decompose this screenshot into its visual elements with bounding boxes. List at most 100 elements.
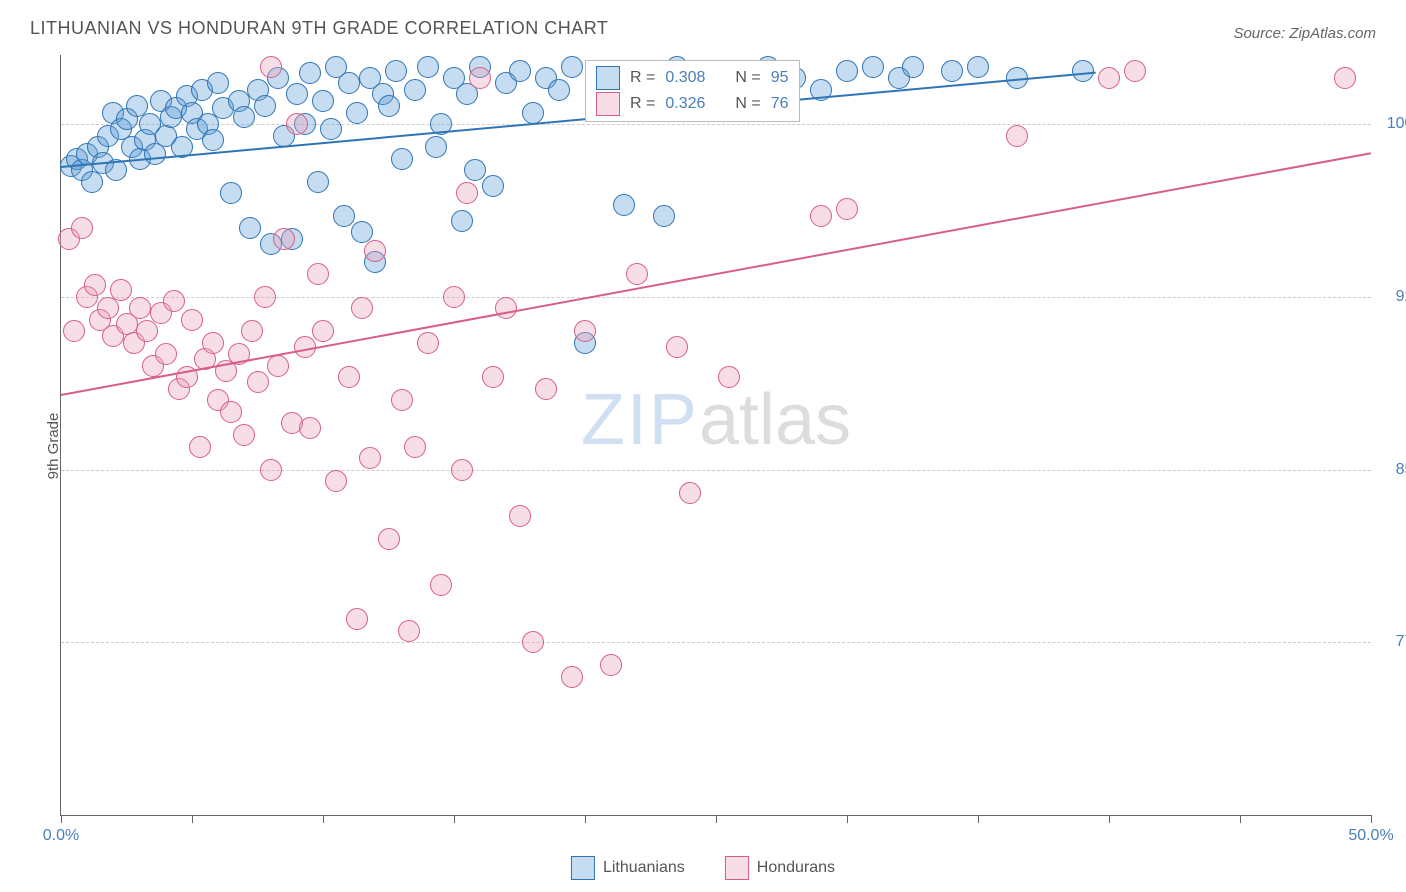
legend-stats: R = 0.308 N = 95 R = 0.326 N = 76 bbox=[585, 60, 800, 122]
data-point bbox=[404, 79, 426, 101]
data-point bbox=[561, 56, 583, 78]
data-point bbox=[202, 129, 224, 151]
data-point bbox=[299, 62, 321, 84]
x-tick bbox=[61, 815, 62, 823]
data-point bbox=[456, 182, 478, 204]
data-point bbox=[385, 60, 407, 82]
data-point bbox=[613, 194, 635, 216]
r-value: 0.326 bbox=[665, 95, 705, 113]
data-point bbox=[1334, 67, 1356, 89]
data-point bbox=[220, 182, 242, 204]
data-point bbox=[307, 263, 329, 285]
data-point bbox=[346, 102, 368, 124]
data-point bbox=[495, 297, 517, 319]
data-point bbox=[451, 459, 473, 481]
plot-area: 77.5%85.0%92.5%100.0%0.0%50.0%ZIPatlasR … bbox=[60, 55, 1371, 816]
data-point bbox=[862, 56, 884, 78]
data-point bbox=[273, 228, 295, 250]
data-point bbox=[378, 95, 400, 117]
x-tick bbox=[1240, 815, 1241, 823]
x-tick bbox=[716, 815, 717, 823]
data-point bbox=[810, 205, 832, 227]
y-tick-label: 100.0% bbox=[1381, 115, 1406, 133]
data-point bbox=[320, 118, 342, 140]
data-point bbox=[600, 654, 622, 676]
legend-row: R = 0.308 N = 95 bbox=[596, 65, 789, 91]
data-point bbox=[425, 136, 447, 158]
data-point bbox=[718, 366, 740, 388]
data-point bbox=[84, 274, 106, 296]
data-point bbox=[398, 620, 420, 642]
n-label: N = bbox=[735, 95, 760, 113]
data-point bbox=[299, 417, 321, 439]
y-tick-label: 85.0% bbox=[1381, 461, 1406, 479]
data-point bbox=[548, 79, 570, 101]
data-point bbox=[346, 608, 368, 630]
n-value: 95 bbox=[771, 69, 789, 87]
y-tick-label: 92.5% bbox=[1381, 288, 1406, 306]
legend-label: Lithuanians bbox=[603, 859, 685, 877]
x-tick bbox=[585, 815, 586, 823]
x-tick bbox=[454, 815, 455, 823]
data-point bbox=[63, 320, 85, 342]
data-point bbox=[333, 205, 355, 227]
data-point bbox=[312, 320, 334, 342]
legend-row: R = 0.326 N = 76 bbox=[596, 91, 789, 117]
data-point bbox=[535, 378, 557, 400]
x-tick bbox=[1109, 815, 1110, 823]
legend-item: Hondurans bbox=[725, 856, 835, 880]
data-point bbox=[941, 60, 963, 82]
data-point bbox=[338, 366, 360, 388]
data-point bbox=[482, 175, 504, 197]
data-point bbox=[378, 528, 400, 550]
data-point bbox=[241, 320, 263, 342]
data-point bbox=[97, 297, 119, 319]
data-point bbox=[1124, 60, 1146, 82]
data-point bbox=[561, 666, 583, 688]
data-point bbox=[443, 286, 465, 308]
data-point bbox=[71, 217, 93, 239]
n-value: 76 bbox=[771, 95, 789, 113]
data-point bbox=[233, 106, 255, 128]
data-point bbox=[136, 320, 158, 342]
r-value: 0.308 bbox=[665, 69, 705, 87]
n-label: N = bbox=[735, 69, 760, 87]
data-point bbox=[391, 389, 413, 411]
data-point bbox=[522, 102, 544, 124]
source-label: Source: ZipAtlas.com bbox=[1233, 25, 1376, 42]
data-point bbox=[626, 263, 648, 285]
data-point bbox=[404, 436, 426, 458]
gridline bbox=[61, 642, 1371, 643]
trendline bbox=[61, 152, 1371, 396]
data-point bbox=[189, 436, 211, 458]
data-point bbox=[666, 336, 688, 358]
data-point bbox=[430, 574, 452, 596]
data-point bbox=[267, 355, 289, 377]
data-point bbox=[338, 72, 360, 94]
gridline bbox=[61, 124, 1371, 125]
data-point bbox=[260, 56, 282, 78]
data-point bbox=[679, 482, 701, 504]
data-point bbox=[233, 424, 255, 446]
data-point bbox=[574, 320, 596, 342]
legend-label: Hondurans bbox=[757, 859, 835, 877]
x-tick bbox=[323, 815, 324, 823]
data-point bbox=[260, 459, 282, 481]
r-label: R = bbox=[630, 69, 655, 87]
legend-swatch bbox=[596, 66, 620, 90]
data-point bbox=[451, 210, 473, 232]
legend-bottom: Lithuanians Hondurans bbox=[571, 856, 835, 880]
data-point bbox=[509, 505, 531, 527]
r-label: R = bbox=[630, 95, 655, 113]
x-tick bbox=[192, 815, 193, 823]
data-point bbox=[307, 171, 329, 193]
x-tick-label: 0.0% bbox=[43, 827, 79, 845]
data-point bbox=[181, 309, 203, 331]
legend-swatch bbox=[571, 856, 595, 880]
y-tick-label: 77.5% bbox=[1381, 633, 1406, 651]
x-tick bbox=[978, 815, 979, 823]
x-tick-label: 50.0% bbox=[1348, 827, 1393, 845]
data-point bbox=[967, 56, 989, 78]
data-point bbox=[469, 67, 491, 89]
data-point bbox=[1006, 125, 1028, 147]
